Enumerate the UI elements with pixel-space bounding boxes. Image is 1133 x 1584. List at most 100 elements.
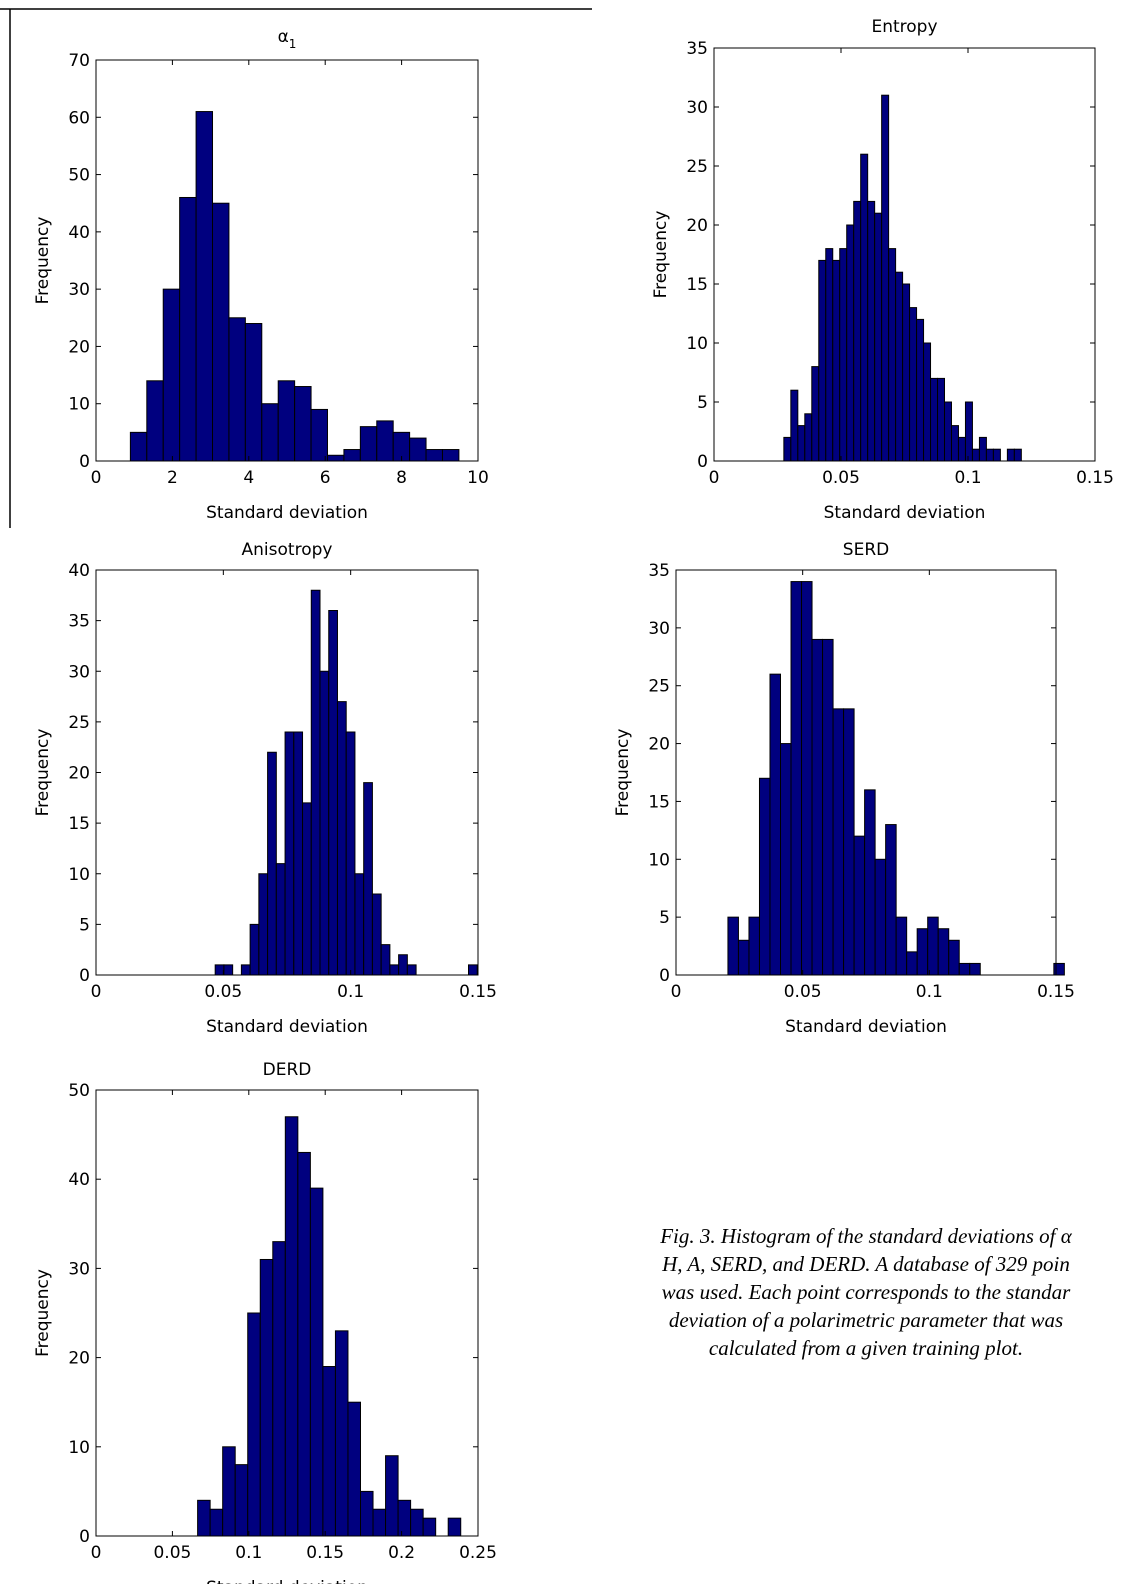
histogram-panel: 0 0.05 0.1 0.15 0 5 10 15 20 25 30 35 40 Standard dev… [33,540,497,1037]
x-tick-label: 0.1 [235,1543,262,1563]
axes-frame [95,1089,479,1537]
histogram-panel: 0 0.05 0.1 0.15 0.2 0.25 0 10 20 30 40 50 Standard d… [33,1060,497,1584]
histogram-bar [343,449,361,462]
histogram-bar [971,448,980,462]
y-tick-label: 40 [68,561,90,581]
y-tick-label: 10 [68,395,90,415]
histogram-bar [468,964,478,976]
histogram-bar [406,964,417,976]
histogram-bar [832,708,845,976]
y-tick-label: 30 [68,662,90,682]
histogram-bar [948,939,960,976]
histogram-bar [916,928,929,976]
histogram-panel: 0 0.05 0.1 0.15 0 5 10 15 20 25 30 35 Standard devia… [613,540,1075,1037]
histogram-bar [867,200,876,462]
histogram-bar [197,1499,211,1537]
axes-frame [713,47,1096,462]
x-tick-label: 0.25 [459,1543,497,1563]
histogram-bar [326,454,345,462]
histogram-bar [389,964,400,976]
histogram-bar [410,1508,424,1537]
histogram-bar [874,858,887,976]
histogram-bar [212,202,230,462]
histogram-bar [839,248,848,462]
histogram-bar [345,731,356,976]
histogram-bar [214,964,225,976]
histogram-bar [223,964,234,976]
histogram-bar [371,893,382,976]
histogram-bar [881,94,890,462]
y-tick-label: 0 [659,966,670,986]
histogram-bar [860,153,869,462]
histogram-bar [376,420,394,462]
histogram-bar [930,377,939,462]
histogram-bar [244,323,263,462]
y-axis-label: Frequency [33,217,53,305]
x-axis-label: Standard deviation [206,1578,368,1584]
histogram-bar [447,1517,462,1537]
x-axis-label: Standard deviation [785,1017,947,1037]
y-tick-label: 10 [68,865,90,885]
histogram-bar [240,964,251,976]
histogram-bar [846,224,855,462]
x-tick-label: 0.1 [916,982,943,1002]
histogram-bar [874,212,883,462]
x-tick-label: 0.1 [337,982,364,1002]
panel-title-subscript: 1 [289,37,297,51]
x-tick-label: 0.1 [954,468,981,488]
panel-title: Entropy [871,17,937,37]
y-tick-label: 30 [68,1259,90,1279]
y-tick-label: 0 [697,452,708,472]
x-tick-label: 0.15 [1037,982,1075,1002]
y-tick-label: 25 [68,713,90,733]
histogram-bar [234,1464,249,1537]
histogram-bar [906,951,918,976]
x-tick-label: 10 [467,468,489,488]
histogram-bar [985,448,994,462]
histogram-bar [944,401,952,462]
histogram-bar [937,928,950,976]
x-tick-label: 0 [91,468,102,488]
panel-title: SERD [843,540,889,560]
y-tick-label: 5 [697,393,708,413]
y-tick-label: 0 [79,452,90,472]
histogram-bar [261,403,279,462]
axes-frame [675,569,1057,976]
histogram-bar [297,1151,311,1537]
histogram-bar [964,401,973,462]
y-axis-label: Frequency [651,211,671,299]
histogram-bar [825,248,834,462]
y-tick-label: 15 [648,792,670,812]
histogram-bar [284,731,295,976]
histogram-bar [334,1330,349,1537]
y-tick-label: 20 [68,1349,90,1369]
histogram-panel: 0 0.05 0.1 0.15 0 5 10 15 20 25 30 35 Standard devia… [651,17,1114,523]
histogram-bar [319,670,330,976]
y-tick-label: 20 [648,735,670,755]
histogram-bar [811,366,820,462]
histogram-bar [398,954,408,976]
y-tick-label: 0 [79,1527,90,1547]
x-axis-label: Standard deviation [206,1017,368,1037]
axes-frame [95,59,479,462]
histogram-bar [363,782,373,976]
histogram-bar [902,283,911,462]
y-tick-label: 10 [648,850,670,870]
x-tick-label: 6 [320,468,331,488]
histogram-bar [748,916,760,976]
histogram-bar [758,777,771,976]
histogram-bar [727,916,739,976]
histogram-bar [380,944,391,976]
y-tick-label: 30 [648,619,670,639]
x-tick-label: 0.15 [459,982,497,1002]
histogram-bar [272,1241,286,1537]
x-tick-label: 0 [671,982,682,1002]
histogram-bar [909,307,918,462]
x-axis-label: Standard deviation [206,503,368,523]
x-tick-label: 0.05 [204,982,242,1002]
histogram-bar [275,863,286,976]
histogram-bar [888,248,897,462]
x-tick-label: 0 [91,1543,102,1563]
x-tick-label: 8 [396,468,407,488]
